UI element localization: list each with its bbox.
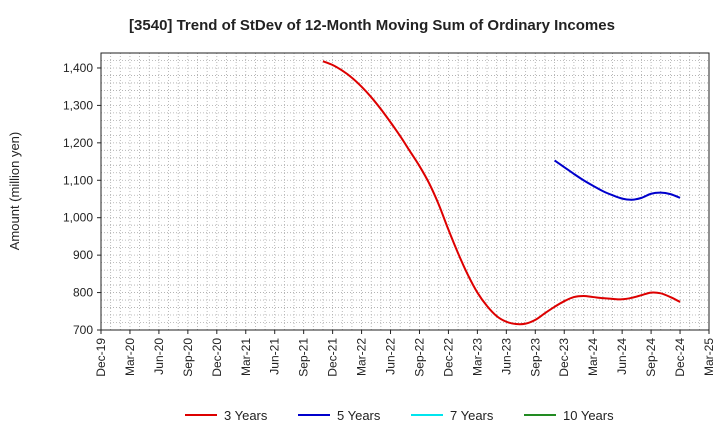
x-tick-label: Sep-23	[528, 338, 542, 377]
x-tick-label: Mar-21	[239, 338, 253, 376]
x-tick-label: Jun-20	[152, 338, 166, 375]
x-tick-label: Sep-22	[412, 338, 426, 377]
x-tick-label: Jun-22	[384, 338, 398, 375]
series-lines	[322, 60, 681, 326]
legend-label-7-years: 7 Years	[450, 408, 494, 423]
x-tick-label: Mar-25	[702, 338, 716, 376]
x-tick-label: Dec-23	[557, 338, 571, 377]
legend: 3 Years 5 Years 7 Years 10 Years	[185, 408, 614, 423]
legend-label-5-years: 5 Years	[337, 408, 381, 423]
x-tick-label: Sep-20	[181, 338, 195, 377]
y-axis-label: Amount (million yen)	[7, 132, 22, 251]
y-tick-label: 1,000	[63, 211, 93, 225]
x-tick-label: Dec-19	[94, 338, 108, 377]
series-line-3-years	[322, 60, 681, 326]
x-tick-label: Mar-20	[123, 338, 137, 376]
plot-frame	[100, 52, 710, 331]
x-tick-label: Dec-21	[326, 338, 340, 377]
y-tick-label: 900	[73, 248, 93, 262]
grid	[101, 53, 709, 330]
legend-label-3-years: 3 Years	[224, 408, 268, 423]
legend-label-10-years: 10 Years	[563, 408, 614, 423]
chart-title: [3540] Trend of StDev of 12-Month Moving…	[129, 17, 615, 34]
y-tick-label: 800	[73, 286, 93, 300]
series-line-5-years	[554, 159, 681, 201]
x-tick-label: Jun-24	[615, 338, 629, 375]
x-tick-label: Dec-20	[210, 338, 224, 377]
y-tick-label: 1,200	[63, 136, 93, 150]
y-tick-label: 1,300	[63, 98, 93, 112]
x-axis-ticks: Dec-19 Mar-20 Jun-20 Sep-20 Dec-20 Mar-21 Jun-…	[94, 330, 716, 377]
x-tick-label: Jun-21	[268, 338, 282, 375]
y-axis-ticks: 700 800 900 1,000 1,100 1,200 1,300 1,400	[63, 61, 101, 337]
x-tick-label: Mar-23	[470, 338, 484, 376]
y-tick-label: 1,400	[63, 61, 93, 75]
x-tick-label: Sep-24	[644, 338, 658, 377]
x-tick-label: Jun-23	[499, 338, 513, 375]
y-tick-label: 1,100	[63, 173, 93, 187]
x-tick-label: Dec-22	[441, 338, 455, 377]
x-tick-label: Sep-21	[297, 338, 311, 377]
x-tick-label: Dec-24	[673, 338, 687, 377]
y-tick-label: 700	[73, 323, 93, 337]
x-tick-label: Mar-22	[355, 338, 369, 376]
x-tick-label: Mar-24	[586, 338, 600, 376]
